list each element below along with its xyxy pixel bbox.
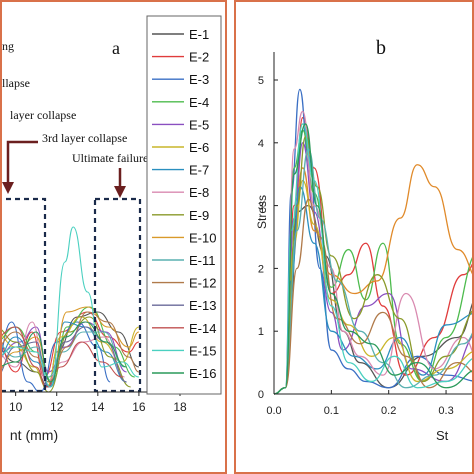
x-tick-label: 0.2 xyxy=(381,405,396,417)
x-tick-label: 14 xyxy=(91,400,105,414)
annotation-text: ng xyxy=(2,39,14,53)
chart-b-canvas: 0 1 2 3 4 5 0.0 0.1 0.2 0.3 Stress St b xyxy=(255,37,472,443)
stress-strain-curve xyxy=(273,179,472,395)
x-axis-label: St xyxy=(436,428,449,443)
collapse-box-ultimate xyxy=(93,197,142,393)
arrow-head xyxy=(2,182,14,194)
series-line-E-4 xyxy=(2,306,135,383)
x-tick-label: 0.1 xyxy=(324,405,339,417)
x-axis-label: nt (mm) xyxy=(10,427,58,443)
stress-strain-curve xyxy=(273,164,472,395)
legend-label: E-8 xyxy=(189,185,209,200)
chart-a-canvas: 10 12 14 16 18 nt (mm) ng llapse layer collapse… xyxy=(2,15,222,443)
annotation-text: 3rd layer collapse xyxy=(42,131,127,145)
legend-label: E-3 xyxy=(189,72,209,87)
legend-label: E-7 xyxy=(189,163,209,178)
legend-label: E-4 xyxy=(189,95,209,110)
y-tick-label: 5 xyxy=(258,75,264,87)
legend-label: E-2 xyxy=(189,50,209,65)
legend-label: E-11 xyxy=(189,253,216,268)
stress-strain-curve xyxy=(273,117,472,395)
y-tick-label: 3 xyxy=(258,201,264,213)
legend-label: E-15 xyxy=(189,343,216,358)
legend-label: E-6 xyxy=(189,140,209,155)
stress-strain-curve xyxy=(273,198,472,395)
y-tick-label: 0 xyxy=(258,389,264,401)
legend-label: E-1 xyxy=(189,27,209,42)
series-line-E-11 xyxy=(2,331,125,378)
legend-label: E-13 xyxy=(189,298,216,313)
arrow-head xyxy=(114,186,126,198)
stress-strain-curve xyxy=(273,123,472,395)
stress-strain-curve xyxy=(273,135,472,395)
x-tick-label: 10 xyxy=(9,400,23,414)
x-tick-label: 18 xyxy=(173,400,187,414)
y-tick-label: 1 xyxy=(258,326,264,338)
stress-strain-curve xyxy=(273,142,472,395)
legend-label: E-16 xyxy=(189,366,216,381)
y-tick-label: 2 xyxy=(258,263,264,275)
series-line-E-16 xyxy=(2,321,127,383)
x-tick-label: 0.3 xyxy=(438,405,453,417)
arrow-3rd-layer xyxy=(6,140,38,182)
stress-strain-curve xyxy=(273,88,472,395)
y-tick-label: 4 xyxy=(258,138,264,150)
legend-label: E-10 xyxy=(189,230,216,245)
series-line-E-12 xyxy=(2,311,140,383)
stress-strain-curve xyxy=(273,123,472,395)
y-axis-label: Stress xyxy=(255,195,269,229)
annotation-text: llapse xyxy=(2,76,30,90)
legend-box xyxy=(146,15,222,395)
collapse-box-3rd xyxy=(2,197,47,393)
panel-b: 0 1 2 3 4 5 0.0 0.1 0.2 0.3 Stress St b xyxy=(234,0,474,474)
x-tick-label: 0.0 xyxy=(266,405,281,417)
legend-label: E-5 xyxy=(189,117,209,132)
annotation-text: Ultimate failure xyxy=(72,151,148,165)
x-tick-label: 16 xyxy=(132,400,146,414)
annotation-text: layer collapse xyxy=(10,108,76,122)
x-tick-label: 12 xyxy=(50,400,64,414)
legend-label: E-14 xyxy=(189,321,216,336)
panel-label-a: a xyxy=(112,38,120,58)
panel-a: 10 12 14 16 18 nt (mm) ng llapse layer collapse… xyxy=(0,0,227,474)
legend-label: E-12 xyxy=(189,276,216,291)
panel-label-b: b xyxy=(376,37,386,59)
legend-label: E-9 xyxy=(189,208,209,223)
series-line-E-15 xyxy=(2,226,140,388)
stress-strain-curve xyxy=(273,148,472,395)
